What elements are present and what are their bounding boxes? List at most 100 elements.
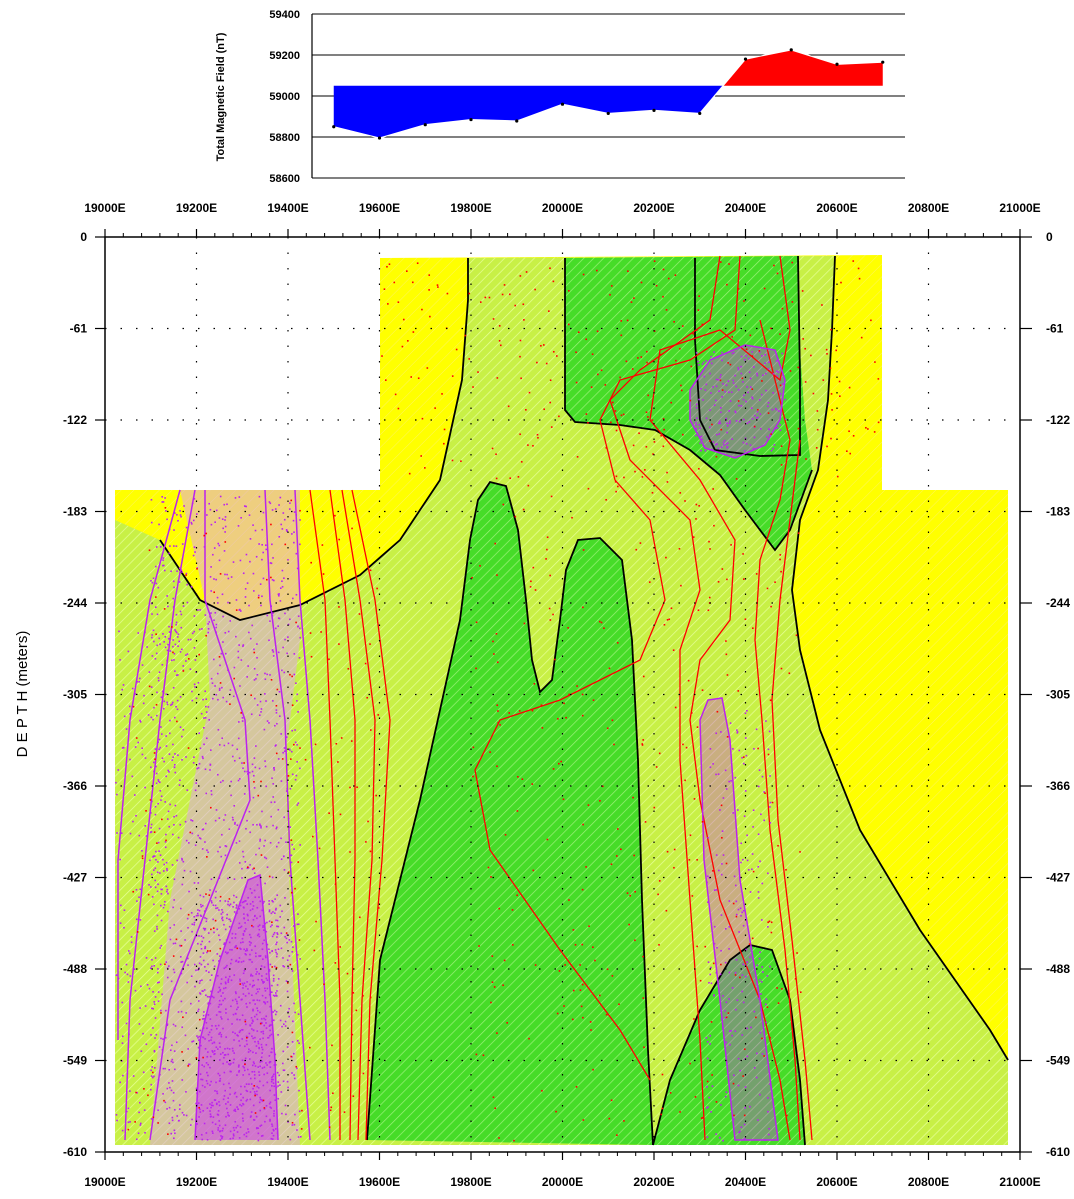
scatter-marker — [743, 762, 745, 765]
scatter-marker — [244, 861, 247, 863]
scatter-marker — [723, 444, 725, 446]
scatter-marker — [259, 583, 262, 585]
scatter-marker — [282, 1080, 285, 1083]
scatter-marker — [239, 608, 241, 611]
scatter-marker — [492, 1096, 495, 1099]
scatter-marker — [205, 994, 207, 997]
scatter-marker — [599, 800, 601, 802]
scatter-marker — [752, 627, 754, 630]
scatter-marker — [215, 623, 218, 626]
scatter-marker — [498, 339, 501, 342]
scatter-marker — [741, 756, 743, 759]
scatter-marker — [269, 1118, 271, 1121]
scatter-marker — [273, 1110, 275, 1112]
scatter-marker — [402, 318, 405, 321]
scatter-marker — [268, 639, 270, 642]
scatter-marker — [262, 924, 264, 927]
scatter-marker — [163, 641, 165, 643]
scatter-marker — [653, 260, 656, 262]
scatter-marker — [495, 477, 498, 480]
scatter-marker — [266, 979, 269, 981]
scatter-marker — [736, 999, 739, 1001]
scatter-marker — [169, 938, 172, 941]
scatter-marker — [289, 963, 292, 966]
scatter-marker — [160, 1012, 162, 1014]
scatter-marker — [320, 631, 322, 633]
scatter-marker — [261, 975, 263, 977]
scatter-marker — [713, 524, 715, 527]
scatter-marker — [221, 1135, 224, 1138]
scatter-marker — [218, 1003, 221, 1006]
scatter-marker — [138, 896, 140, 899]
scatter-marker — [280, 780, 283, 782]
scatter-marker — [154, 1101, 157, 1104]
scatter-marker — [291, 773, 294, 776]
scatter-marker — [193, 963, 196, 966]
scatter-marker — [235, 609, 238, 611]
scatter-marker — [145, 835, 148, 837]
scatter-marker — [243, 1133, 246, 1136]
scatter-marker — [767, 921, 769, 924]
scatter-marker — [158, 523, 160, 526]
scatter-marker — [273, 1112, 275, 1115]
scatter-marker — [154, 606, 157, 608]
scatter-marker — [269, 502, 272, 505]
scatter-marker — [198, 1116, 200, 1118]
scatter-marker — [250, 1016, 253, 1019]
scatter-marker — [281, 580, 283, 583]
scatter-marker — [615, 429, 618, 432]
scatter-marker — [129, 713, 131, 715]
scatter-marker — [232, 561, 235, 563]
scatter-marker — [746, 422, 749, 425]
scatter-marker — [737, 908, 740, 911]
scatter-marker — [216, 928, 219, 931]
scatter-marker — [700, 449, 702, 452]
profile-point — [515, 119, 519, 123]
scatter-marker — [169, 1049, 172, 1052]
scatter-marker — [230, 979, 233, 982]
scatter-marker — [744, 1086, 747, 1088]
scatter-marker — [726, 446, 729, 448]
scatter-marker — [226, 503, 228, 506]
scatter-marker — [710, 982, 713, 985]
scatter-marker — [220, 982, 222, 985]
scatter-marker — [152, 1027, 154, 1029]
scatter-marker — [499, 724, 501, 726]
scatter-marker — [157, 741, 159, 744]
scatter-marker — [269, 841, 272, 844]
scatter-marker — [722, 995, 724, 997]
scatter-marker — [322, 573, 325, 575]
scatter-marker — [810, 354, 812, 357]
scatter-marker — [630, 301, 633, 303]
scatter-marker — [279, 916, 282, 918]
scatter-marker — [180, 626, 183, 629]
scatter-marker — [150, 716, 153, 719]
scatter-marker — [296, 567, 299, 570]
scatter-marker — [260, 965, 263, 967]
scatter-marker — [199, 894, 202, 897]
scatter-marker — [205, 893, 207, 895]
scatter-marker — [272, 980, 275, 982]
contour-magenta-core — [194, 873, 279, 1141]
scatter-marker — [169, 927, 172, 929]
scatter-marker — [340, 737, 343, 739]
scatter-marker — [174, 629, 176, 631]
scatter-marker — [210, 1106, 212, 1109]
scatter-marker — [724, 1010, 726, 1012]
scatter-marker — [238, 496, 241, 498]
scatter-marker — [502, 984, 504, 987]
scatter-marker — [150, 812, 152, 814]
scatter-marker — [839, 395, 841, 397]
scatter-marker — [259, 1022, 262, 1025]
scatter-marker — [169, 803, 171, 806]
scatter-marker — [279, 587, 282, 590]
scatter-marker — [685, 746, 688, 749]
scatter-marker — [256, 1093, 258, 1096]
scatter-marker — [276, 984, 279, 986]
scatter-marker — [764, 792, 766, 794]
scatter-marker — [219, 846, 221, 848]
scatter-marker — [662, 418, 665, 420]
scatter-marker — [296, 761, 298, 763]
scatter-marker — [491, 447, 494, 450]
scatter-marker — [632, 444, 635, 447]
